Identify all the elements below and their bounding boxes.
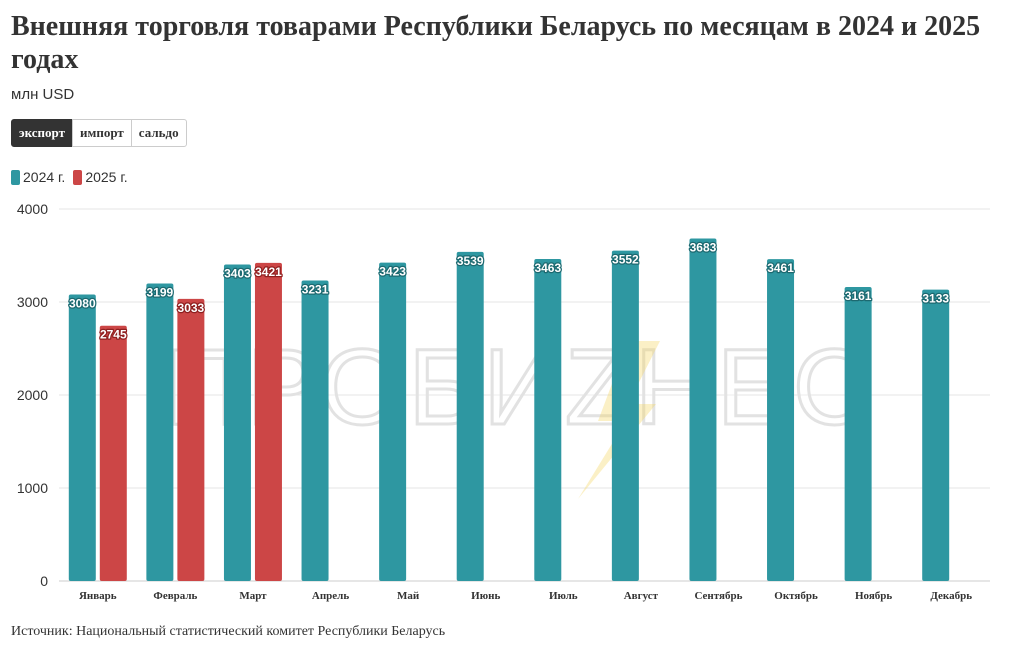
bar-2024: [767, 259, 795, 581]
data-label: 3231: [302, 283, 329, 297]
bar-chart: 01000200030004000ПРОБИZНЕС30802745Январь…: [17, 201, 990, 602]
bar-2025: [254, 262, 282, 581]
legend-item-2025[interactable]: 2025 г.: [73, 169, 128, 185]
metric-tabs: экспорт импорт сальдо: [11, 119, 187, 147]
y-tick-label: 4000: [17, 201, 48, 217]
y-tick-label: 3000: [17, 294, 48, 310]
bar-2024: [844, 287, 872, 581]
bar-2024: [456, 251, 484, 582]
data-label: 3421: [255, 265, 282, 279]
data-label: 3080: [69, 297, 96, 311]
x-tick-label: Январь: [79, 590, 117, 602]
bar-2024: [146, 283, 174, 581]
x-tick-label: Ноябрь: [855, 590, 892, 602]
tab-export[interactable]: экспорт: [11, 119, 73, 147]
data-label: 3403: [224, 267, 251, 281]
legend-label-2024: 2024 г.: [23, 169, 66, 185]
x-tick-label: Сентябрь: [694, 590, 742, 602]
chart-legend: 2024 г. 2025 г.: [11, 169, 136, 185]
tab-import[interactable]: импорт: [72, 119, 132, 147]
bar-2024: [922, 289, 950, 581]
x-tick-label: Август: [624, 590, 659, 602]
data-label: 3683: [690, 240, 717, 254]
y-tick-label: 2000: [17, 387, 48, 403]
legend-swatch-2024: [11, 169, 20, 185]
y-tick-label: 0: [40, 573, 48, 589]
data-label: 2745: [100, 328, 127, 342]
bar-2024: [611, 250, 639, 581]
x-tick-label: Март: [239, 590, 267, 602]
y-tick-label: 1000: [17, 480, 48, 496]
bar-2024: [301, 280, 329, 581]
data-label: 3423: [379, 265, 406, 279]
data-label: 3033: [178, 301, 205, 315]
x-tick-label: Декабрь: [930, 590, 972, 602]
chart-subtitle: млн USD: [11, 86, 75, 103]
data-label: 3161: [845, 289, 872, 303]
legend-label-2025: 2025 г.: [85, 169, 128, 185]
legend-item-2024[interactable]: 2024 г.: [11, 169, 65, 185]
bar-2025: [99, 325, 127, 581]
x-tick-label: Май: [397, 590, 420, 602]
x-tick-label: Июль: [549, 590, 578, 602]
data-label: 3133: [922, 292, 949, 306]
data-label: 3539: [457, 254, 484, 268]
x-tick-label: Апрель: [312, 590, 349, 602]
x-tick-label: Октябрь: [774, 590, 818, 602]
bar-2024: [223, 264, 251, 581]
chart-title: Внешняя торговля товарами Республики Бел…: [11, 11, 981, 75]
data-label: 3461: [767, 261, 794, 275]
bar-2024: [379, 262, 407, 581]
bar-2025: [177, 298, 205, 581]
legend-swatch-2025: [73, 169, 83, 185]
bar-2024: [534, 258, 562, 581]
data-label: 3463: [534, 261, 561, 275]
bar-2024: [68, 294, 96, 581]
data-label: 3552: [612, 253, 639, 267]
x-tick-label: Июнь: [471, 590, 500, 602]
bar-2024: [689, 238, 717, 581]
source-note: Источник: Национальный статистический ко…: [11, 624, 446, 639]
tab-balance[interactable]: сальдо: [130, 119, 187, 147]
x-tick-label: Февраль: [153, 590, 197, 602]
data-label: 3199: [147, 285, 174, 299]
